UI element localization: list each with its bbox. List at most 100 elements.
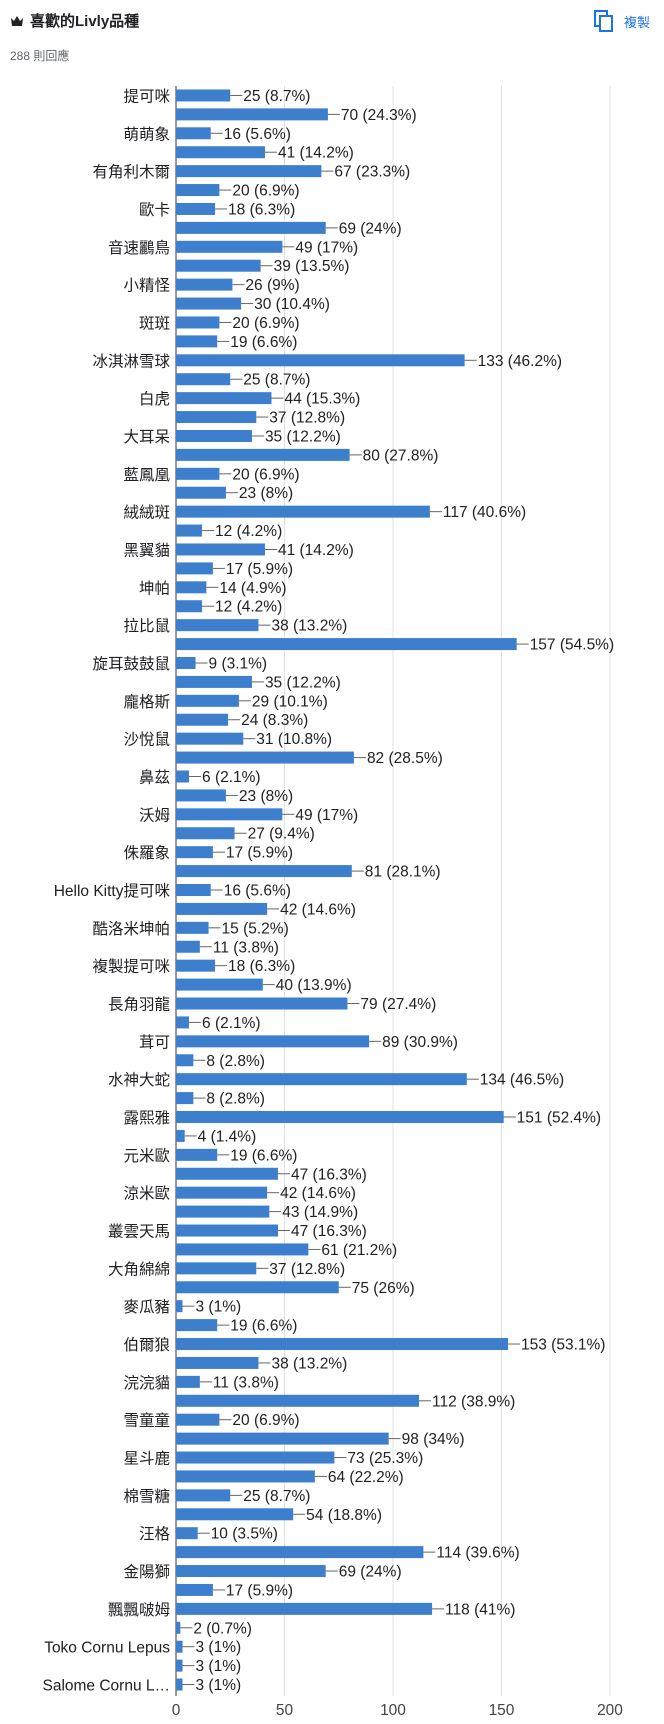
x-axis-ticks: 0 50 100 150 200 — [172, 1702, 624, 1719]
bar — [176, 694, 239, 707]
data-label: 18 (6.3%) — [228, 201, 295, 218]
bar — [176, 997, 348, 1010]
data-label: 89 (30.9%) — [382, 1034, 458, 1051]
data-label: 19 (6.6%) — [230, 1147, 297, 1164]
bar — [176, 1527, 198, 1540]
value-labels: 25 (8.7%) 70 (24.3%) 16 (5.6%) 41 (14.2%) 67… — [180, 88, 614, 1694]
bar — [176, 1205, 270, 1218]
bar — [176, 259, 261, 272]
data-label: 31 (10.8%) — [256, 731, 332, 748]
bar — [176, 89, 231, 102]
data-label: 43 (14.9%) — [282, 1204, 358, 1221]
bar — [176, 1243, 309, 1256]
data-label: 157 (54.5%) — [530, 637, 614, 654]
data-label: 12 (4.2%) — [215, 599, 282, 616]
category-label: 酷洛米坤帕 — [92, 920, 170, 938]
category-label: 龐格斯 — [123, 693, 170, 711]
data-label: 3 (1%) — [196, 1677, 242, 1694]
category-label: 冰淇淋雪球 — [92, 352, 170, 370]
bar — [176, 959, 216, 972]
data-label: 11 (3.8%) — [213, 939, 279, 956]
data-label: 37 (12.8%) — [269, 410, 345, 427]
category-label: 白虎 — [139, 390, 170, 408]
bar — [176, 165, 322, 178]
bar — [176, 581, 207, 594]
bar — [176, 278, 233, 291]
bar — [176, 297, 242, 310]
bar — [176, 448, 350, 461]
data-label: 25 (8.7%) — [243, 372, 310, 389]
bar — [176, 1489, 231, 1502]
data-label: 80 (27.8%) — [363, 447, 439, 464]
bar — [176, 770, 190, 783]
category-label: 鼻茲 — [139, 768, 170, 786]
bar — [176, 619, 259, 632]
bar — [176, 354, 465, 367]
data-label: 8 (2.8%) — [206, 1091, 265, 1108]
bar — [176, 543, 265, 556]
bar — [176, 108, 328, 121]
bar — [176, 1375, 200, 1388]
category-label: 複製提可咪 — [92, 958, 170, 976]
bar — [176, 713, 229, 726]
data-label: 117 (40.6%) — [443, 504, 526, 521]
data-label: 17 (5.9%) — [226, 561, 293, 578]
bar — [176, 789, 226, 802]
data-label: 153 (53.1%) — [521, 1337, 605, 1354]
data-label: 12 (4.2%) — [215, 523, 282, 540]
bar — [176, 1394, 420, 1407]
data-label: 23 (8%) — [239, 788, 293, 805]
bar — [176, 675, 252, 688]
data-label: 23 (8%) — [239, 485, 293, 502]
data-label: 81 (28.1%) — [365, 864, 441, 881]
category-label: 長角羽龍 — [108, 996, 170, 1014]
x-tick-label: 100 — [380, 1702, 406, 1719]
bar — [176, 1640, 183, 1653]
crown-icon — [11, 15, 23, 26]
bar — [176, 1148, 218, 1161]
data-label: 54 (18.8%) — [306, 1507, 382, 1524]
bar — [176, 751, 354, 764]
data-label: 25 (8.7%) — [243, 1488, 310, 1505]
data-label: 61 (21.2%) — [321, 1242, 397, 1259]
bar — [176, 1508, 294, 1521]
bar — [176, 429, 252, 442]
bar — [176, 1054, 194, 1067]
category-label: 沙悅鼠 — [123, 731, 170, 749]
data-label: 41 (14.2%) — [278, 542, 354, 559]
data-label: 27 (9.4%) — [248, 826, 315, 843]
data-label: 16 (5.6%) — [224, 883, 291, 900]
data-label: 2 (0.7%) — [193, 1620, 252, 1637]
copy-button[interactable]: 複製 — [593, 10, 650, 32]
category-label: Hello Kitty提可咪 — [54, 882, 171, 900]
data-label: 19 (6.6%) — [230, 1318, 297, 1335]
data-label: 30 (10.4%) — [254, 296, 330, 313]
data-label: 44 (15.3%) — [284, 391, 360, 408]
data-label: 69 (24%) — [339, 220, 402, 237]
bar — [176, 1073, 467, 1086]
bar — [176, 732, 244, 745]
bar — [176, 1356, 259, 1369]
bar — [176, 1546, 424, 1559]
response-count: 288 則回應 — [10, 49, 70, 63]
bar — [176, 127, 211, 140]
data-label: 14 (4.9%) — [219, 580, 286, 597]
data-label: 70 (24.3%) — [341, 107, 417, 124]
data-label: 79 (27.4%) — [360, 996, 436, 1013]
data-label: 18 (6.3%) — [228, 958, 295, 975]
data-label: 17 (5.9%) — [226, 1582, 293, 1599]
data-label: 73 (25.3%) — [347, 1450, 423, 1467]
bar — [176, 1167, 278, 1180]
copy-label: 複製 — [623, 14, 650, 30]
category-label: 飄飄啵姆 — [108, 1601, 170, 1619]
bar — [176, 1224, 278, 1237]
data-label: 8 (2.8%) — [206, 1053, 265, 1070]
x-tick-label: 150 — [489, 1702, 515, 1719]
data-label: 19 (6.6%) — [230, 334, 297, 351]
bar — [176, 1281, 339, 1294]
category-label: 萌萌象 — [123, 125, 170, 143]
data-label: 151 (52.4%) — [517, 1110, 601, 1127]
bar — [176, 1659, 183, 1672]
chart-title: 喜歡的Livly品種 — [30, 13, 140, 30]
bar — [176, 146, 265, 159]
